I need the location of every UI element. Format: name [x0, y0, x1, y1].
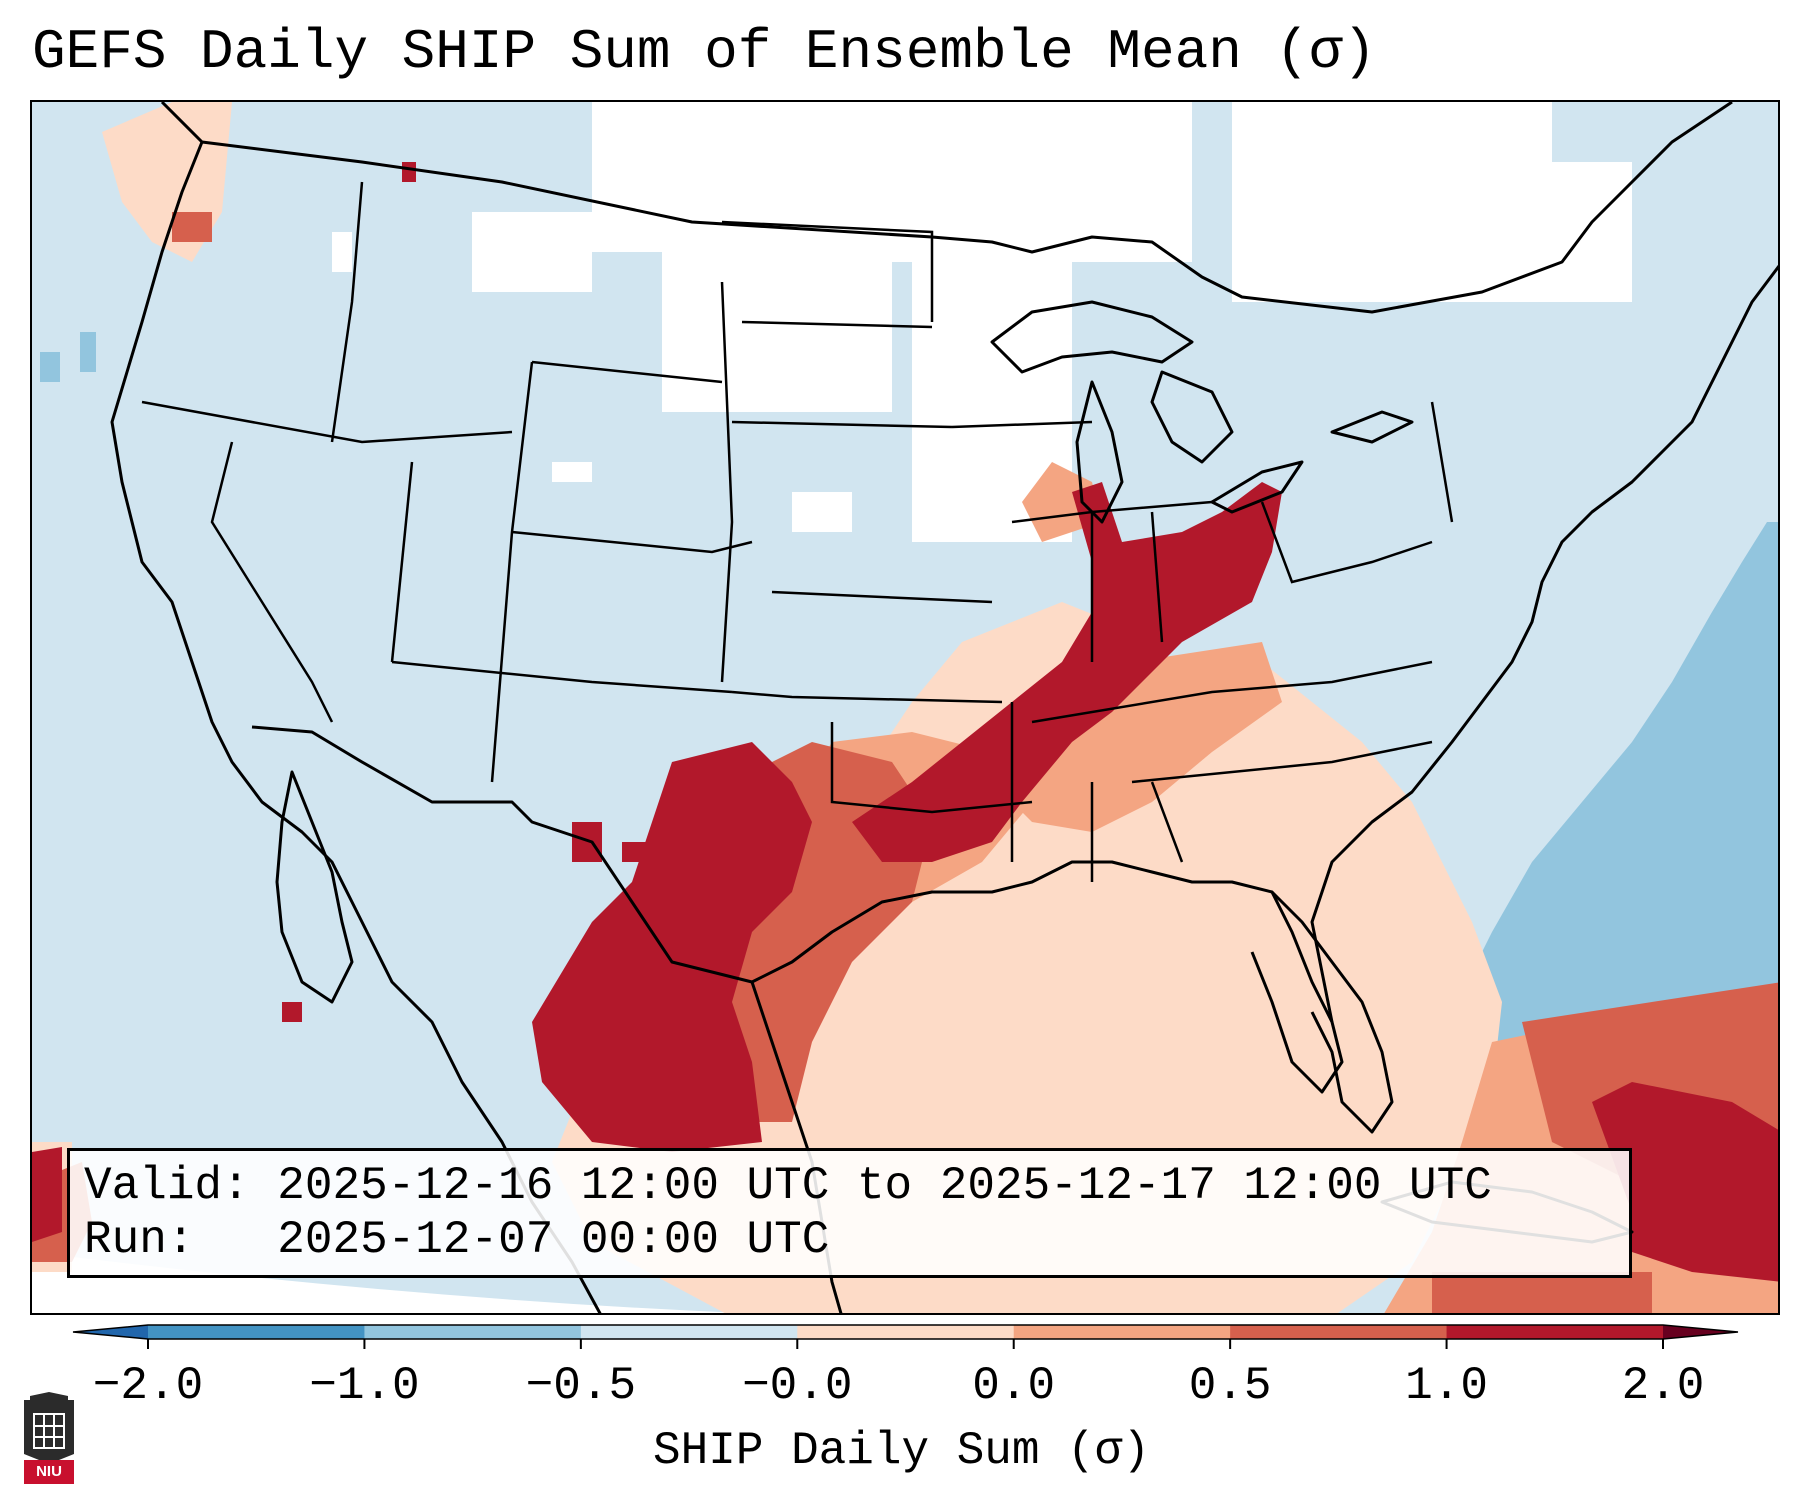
- lake-michigan: [1075, 380, 1124, 524]
- valid-time-range: 2025-12-16 12:00 UTC to 2025-12-17 12:00…: [277, 1160, 1492, 1212]
- positive-anomaly-dark-midwest: [852, 482, 1282, 862]
- state-border: [531, 360, 723, 384]
- colorbar-label: SHIP Daily Sum (σ): [653, 1425, 1150, 1477]
- off-domain-area: [32, 1252, 742, 1313]
- near-zero-patch: [792, 492, 852, 532]
- niu-logo-text: NIU: [36, 1463, 62, 1480]
- us-mexico-border: [251, 725, 753, 984]
- colorbar-segment: [1446, 1325, 1664, 1339]
- near-zero-patch: [332, 232, 352, 272]
- positive-anomaly-light: [552, 602, 1502, 1313]
- colorbar-extend-low: [73, 1325, 148, 1339]
- near-zero-patch: [1512, 162, 1632, 302]
- niu-logo: NIU: [20, 1392, 78, 1484]
- positive-anomaly-mid-ohio: [992, 642, 1282, 832]
- gulf-coastline: [751, 860, 1344, 1094]
- state-border: [141, 400, 513, 444]
- colorbar-segment: [148, 1325, 365, 1339]
- positive-anomaly-red-speck: [172, 212, 212, 242]
- colorbar-tick-label: −2.0: [92, 1360, 204, 1412]
- geographic-boundaries: [110, 102, 1778, 1313]
- positive-anomaly-dark-texas: [532, 742, 812, 1152]
- colorbar-segment: [1230, 1325, 1448, 1339]
- near-zero-patch: [552, 462, 592, 482]
- map-panel: [30, 100, 1780, 1315]
- valid-run-info-box: Valid: 2025-12-16 12:00 UTC to 2025-12-1…: [67, 1148, 1632, 1278]
- state-border: [731, 690, 1003, 704]
- near-zero-patch: [892, 102, 1192, 262]
- state-border: [1150, 511, 1164, 643]
- valid-label: Valid:: [84, 1160, 250, 1212]
- state-border: [1430, 401, 1454, 523]
- positive-anomaly-dark-patch: [32, 1147, 62, 1242]
- colorbar-tick-label: −0.0: [742, 1360, 853, 1412]
- lake-erie: [1210, 460, 1304, 514]
- colorbar-segment: [364, 1325, 582, 1339]
- positive-anomaly-dark-caribbean: [1592, 1082, 1778, 1282]
- colorbar-extend-high: [1663, 1325, 1738, 1339]
- state-border: [771, 590, 993, 604]
- positive-anomaly-dark-speck: [402, 162, 416, 182]
- colorbar: [72, 1324, 1739, 1349]
- run-label: Run:: [84, 1214, 195, 1266]
- positive-anomaly-dark-speck: [1762, 1202, 1778, 1262]
- state-border: [330, 181, 364, 443]
- near-zero-patch: [972, 492, 1012, 542]
- colorbar-tick-label: 0.5: [1188, 1360, 1272, 1412]
- near-zero-patch: [472, 212, 592, 292]
- colorbar-segment: [797, 1325, 1015, 1339]
- state-border: [721, 220, 934, 322]
- niu-logo-graphic: [24, 1392, 74, 1484]
- baja-california: [275, 770, 354, 1004]
- state-border: [1150, 781, 1184, 863]
- state-border: [390, 461, 414, 663]
- colorbar-segment: [580, 1325, 798, 1339]
- state-border: [391, 660, 733, 694]
- colorbar-tick-label: 1.0: [1405, 1360, 1488, 1412]
- us-canada-border: [160, 102, 1733, 314]
- negative-anomaly-speck: [80, 332, 96, 372]
- state-border: [741, 320, 933, 329]
- state-border: [1131, 740, 1433, 784]
- positive-anomaly-dark-speck: [282, 1002, 302, 1022]
- colorbar-tick-label: 2.0: [1621, 1360, 1705, 1412]
- state-borders: [141, 181, 1454, 882]
- colorbar-tick-label: −1.0: [309, 1360, 420, 1412]
- state-border: [951, 420, 1093, 429]
- run-time: 2025-12-07 00:00 UTC: [277, 1214, 830, 1266]
- state-border: [720, 281, 734, 683]
- map-canvas: [32, 102, 1778, 1313]
- chart-title: GEFS Daily SHIP Sum of Ensemble Mean (σ): [32, 20, 1377, 84]
- state-border: [830, 722, 1033, 814]
- lake-superior: [990, 300, 1194, 374]
- colorbar-tick-label: −0.5: [525, 1360, 637, 1412]
- colorbar-tick-label: 0.0: [972, 1360, 1056, 1412]
- state-border: [731, 420, 953, 429]
- lake-huron: [1150, 370, 1234, 464]
- west-coastline: [110, 141, 602, 1313]
- state-border: [1260, 501, 1433, 584]
- state-border: [511, 530, 753, 554]
- positive-anomaly-dark-speck: [622, 842, 662, 862]
- positive-anomaly-red-patch: [1432, 1272, 1652, 1313]
- state-border: [210, 441, 334, 723]
- colorbar-segment: [1013, 1325, 1231, 1339]
- lake-ontario: [1330, 410, 1414, 444]
- florida-peninsula: [1270, 890, 1394, 1134]
- near-zero-patch: [1232, 102, 1552, 302]
- negative-anomaly-speck: [40, 352, 60, 382]
- state-border: [1031, 660, 1433, 724]
- positive-anomaly-dark-speck: [572, 822, 602, 862]
- near-zero-patch: [662, 102, 892, 412]
- east-coastline: [1310, 264, 1778, 1023]
- negative-anomaly-atlantic: [1457, 522, 1778, 1087]
